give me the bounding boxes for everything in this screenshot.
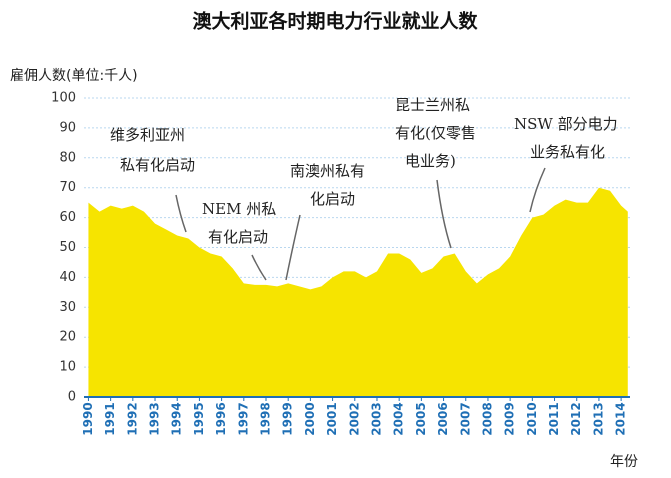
arrows	[175, 167, 546, 281]
area	[88, 187, 628, 397]
x-tick-label: 1991	[103, 402, 117, 435]
annotation: 南澳州私有	[290, 162, 365, 180]
arrow	[251, 254, 267, 281]
annotation: 化启动	[310, 190, 355, 208]
x-tick-label: 2014	[614, 402, 628, 435]
chart-title: 澳大利亚各时期电力行业就业人数	[192, 10, 478, 33]
y-tick-label: 30	[59, 300, 76, 315]
x-tick-label: 2008	[480, 402, 494, 435]
x-tick-label: 2013	[591, 402, 605, 435]
x-axis-label: 年份	[610, 454, 638, 470]
annotation: 私有化启动	[120, 156, 195, 174]
x-tick-label: 2004	[392, 402, 406, 435]
y-tick-label: 20	[59, 330, 76, 345]
x-tick-label: 2010	[525, 402, 539, 435]
y-tick-label: 0	[68, 390, 76, 405]
x-tick-label: 1998	[259, 402, 273, 435]
x-tick-label: 1990	[81, 402, 95, 435]
arrow	[436, 179, 452, 249]
x-tick-label: 2009	[503, 402, 517, 435]
y-tick-label: 40	[59, 270, 76, 285]
x-tick-label: 1992	[125, 402, 139, 435]
arrow	[529, 167, 546, 213]
x-tick-label: 1994	[170, 402, 184, 435]
x-tick-label: 2012	[569, 402, 583, 435]
x-tick-label: 1996	[214, 402, 228, 435]
x-tick-label: 2007	[458, 402, 472, 435]
annotation: 有化启动	[208, 228, 268, 246]
annotation: 维多利亚州	[110, 126, 185, 144]
x-tick-label: 2005	[414, 402, 428, 435]
x-tick-label: 2000	[303, 402, 317, 435]
annotation: NSW 部分电力	[514, 115, 618, 133]
x-tick-label: 1995	[192, 402, 206, 435]
y-tick-label: 50	[59, 240, 76, 255]
y-axis-label: 雇佣人数(单位:千人)	[10, 67, 138, 84]
x-tick-label: 2001	[325, 402, 339, 435]
x-tick-label: 1997	[236, 402, 250, 435]
arrow	[175, 194, 187, 233]
annotation: 昆士兰州私	[395, 96, 470, 114]
x-tick-label: 2003	[369, 402, 383, 435]
annotation: 业务私有化	[530, 143, 605, 161]
y-tick-label: 70	[59, 180, 76, 195]
annotation: 电业务)	[405, 152, 456, 170]
y-tick-label: 10	[59, 360, 76, 375]
x-tick-label: 2006	[436, 402, 450, 435]
x-tick-label: 1999	[281, 402, 295, 435]
y-tick-label: 90	[59, 120, 76, 135]
y-tick-label: 80	[59, 150, 76, 165]
x-tick-label: 2002	[347, 402, 361, 435]
arrow	[285, 214, 301, 281]
x-tick-label: 1993	[148, 402, 162, 435]
y-tick-label: 60	[59, 210, 76, 225]
annotation: 有化(仅零售	[395, 124, 476, 142]
y-tick-label: 100	[51, 91, 76, 106]
annotation: NEM 州私	[202, 200, 276, 218]
x-tick-label: 2011	[547, 402, 561, 435]
